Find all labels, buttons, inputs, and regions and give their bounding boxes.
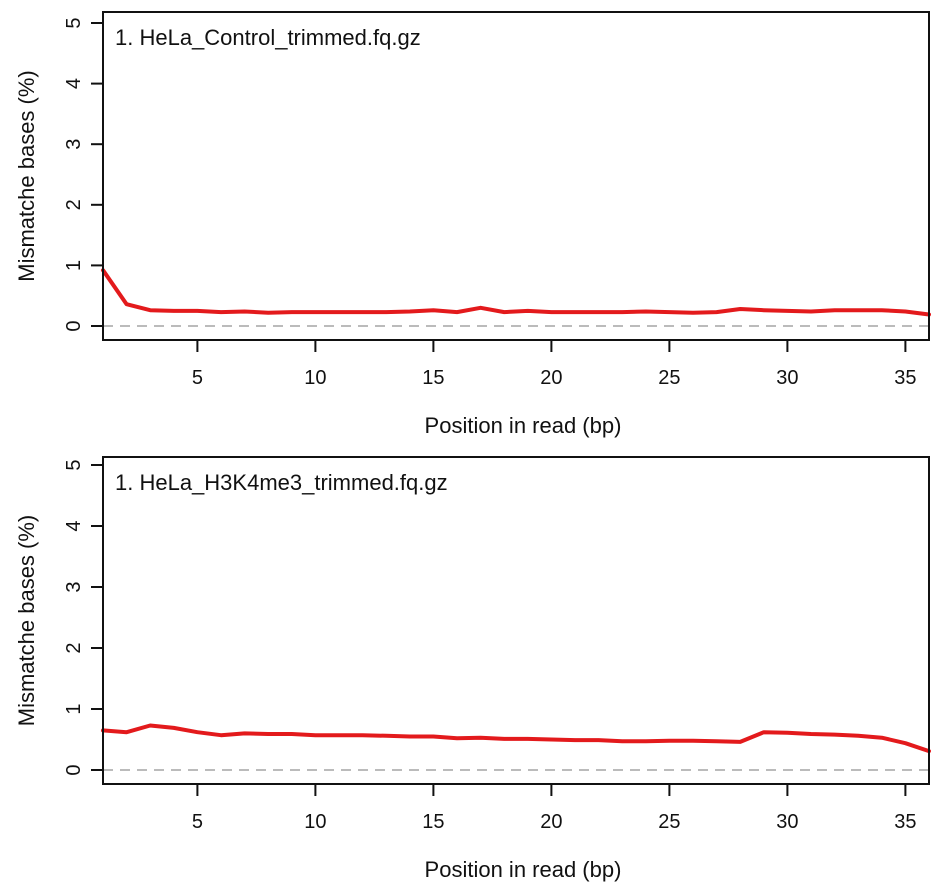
x-tick-label: 10	[304, 367, 326, 389]
chart-title: 1. HeLa_H3K4me3_trimmed.fq.gz	[115, 470, 448, 495]
y-tick-label: 5	[63, 459, 85, 470]
y-tick-label: 5	[63, 17, 85, 28]
x-tick-label: 15	[422, 811, 444, 833]
x-tick-label: 25	[658, 811, 680, 833]
plot-frame	[102, 456, 930, 785]
series-line	[101, 723, 931, 754]
x-tick-label: 20	[540, 367, 562, 389]
chart-panel-2: 0 1 2 3 4 5 5 10 15 20 25 30 35 Position in read (bp)…	[14, 456, 931, 882]
y-tick-label: 2	[63, 642, 85, 653]
chart-panel-1: 0 1 2 3 4 5 5 10 15 20 25 30 35 Position in read (bp)…	[14, 11, 931, 438]
x-tick-label: 25	[658, 367, 680, 389]
series-line	[101, 268, 931, 317]
x-axis-title: Position in read (bp)	[425, 413, 622, 438]
x-tick-label: 35	[894, 367, 916, 389]
x-tick-label: 5	[192, 367, 203, 389]
y-tick-label: 3	[63, 581, 85, 592]
plot-frame	[102, 11, 930, 341]
x-tick-label: 20	[540, 811, 562, 833]
x-tick-label: 10	[304, 811, 326, 833]
y-axis-title: Mismatche bases (%)	[14, 70, 39, 282]
y-tick-label: 2	[63, 199, 85, 210]
y-tick-label: 4	[63, 520, 85, 531]
y-axis-title: Mismatche bases (%)	[14, 515, 39, 727]
x-tick-label: 15	[422, 367, 444, 389]
x-tick-label: 30	[776, 811, 798, 833]
x-axis-title: Position in read (bp)	[425, 857, 622, 882]
x-tick-label: 30	[776, 367, 798, 389]
x-tick-label: 5	[192, 811, 203, 833]
y-tick-label: 0	[63, 764, 85, 775]
chart-title: 1. HeLa_Control_trimmed.fq.gz	[115, 25, 421, 50]
y-tick-label: 1	[63, 260, 85, 271]
y-tick-label: 3	[63, 139, 85, 150]
y-tick-label: 1	[63, 703, 85, 714]
y-tick-label: 0	[63, 320, 85, 331]
x-tick-label: 35	[894, 811, 916, 833]
y-tick-label: 4	[63, 78, 85, 89]
